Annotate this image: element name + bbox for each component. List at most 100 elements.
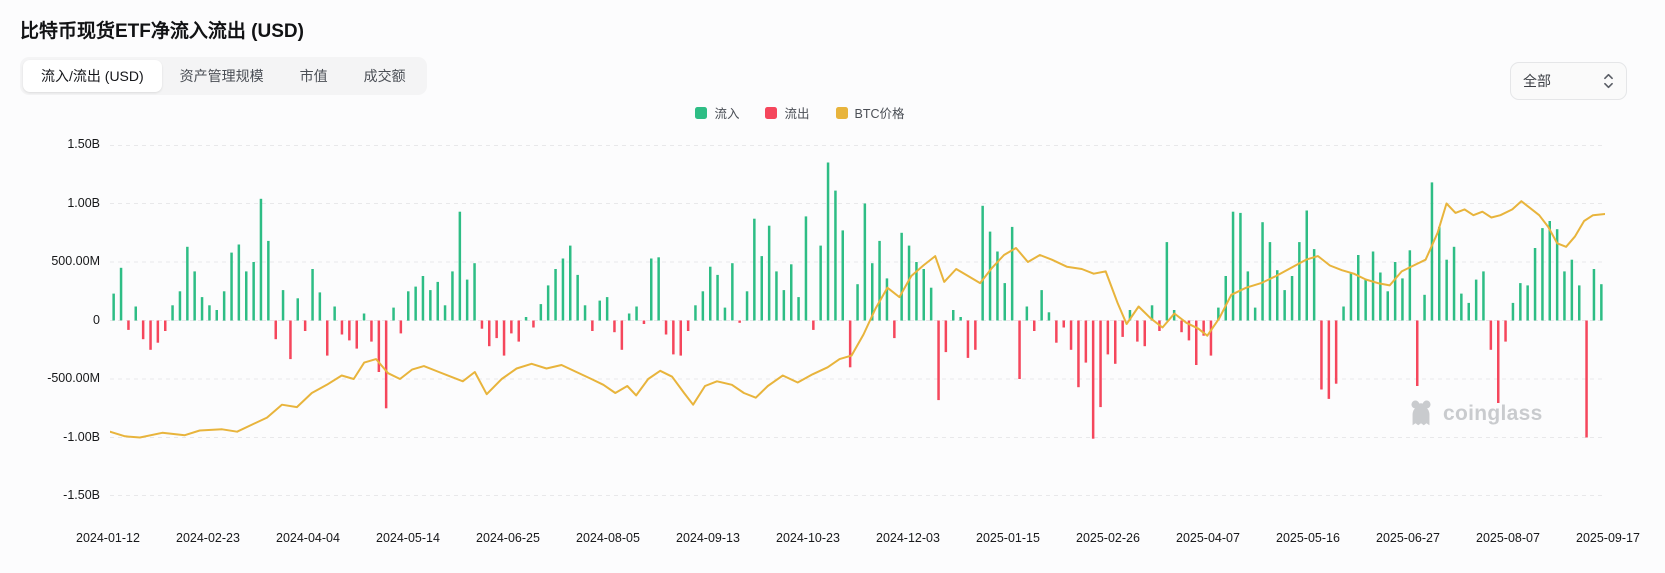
flow-bar[interactable]	[1416, 320, 1419, 387]
flow-bar[interactable]	[591, 320, 594, 332]
flow-bar[interactable]	[952, 310, 955, 321]
flow-bar[interactable]	[1150, 305, 1154, 321]
flow-bar[interactable]	[1121, 320, 1124, 337]
flow-bar[interactable]	[259, 198, 263, 321]
flow-bar[interactable]	[1408, 250, 1412, 321]
flow-bar[interactable]	[1548, 221, 1552, 321]
flow-bar[interactable]	[1511, 302, 1515, 321]
flow-bar[interactable]	[1519, 283, 1522, 321]
flow-bar[interactable]	[1055, 320, 1058, 343]
flow-bar[interactable]	[1423, 294, 1426, 321]
flow-bar[interactable]	[834, 190, 837, 321]
tab-aum[interactable]: 资产管理规模	[162, 60, 282, 92]
flow-bar[interactable]	[988, 231, 992, 321]
flow-bar[interactable]	[127, 320, 130, 330]
flow-bar[interactable]	[1077, 320, 1080, 388]
flow-bar[interactable]	[171, 305, 174, 321]
flow-bar[interactable]	[1010, 226, 1014, 321]
flow-bar[interactable]	[222, 291, 226, 321]
flow-bar[interactable]	[819, 245, 822, 321]
flow-bar[interactable]	[1217, 307, 1220, 321]
flow-bar[interactable]	[119, 267, 123, 321]
flow-bar[interactable]	[1578, 285, 1581, 321]
flow-bar[interactable]	[1143, 320, 1147, 347]
flow-bar[interactable]	[1136, 320, 1139, 342]
flow-bar[interactable]	[1320, 320, 1323, 390]
flow-bar[interactable]	[907, 245, 911, 321]
flow-bar[interactable]	[561, 258, 565, 321]
flow-bar[interactable]	[495, 320, 498, 339]
flow-bar[interactable]	[782, 290, 786, 321]
flow-bar[interactable]	[605, 297, 609, 321]
flow-bar[interactable]	[340, 320, 344, 335]
flow-bar[interactable]	[1438, 226, 1441, 321]
tab-inflow-outflow[interactable]: 流入/流出 (USD)	[23, 60, 162, 92]
flow-bar[interactable]	[620, 320, 624, 350]
flow-bar[interactable]	[1474, 279, 1478, 321]
flow-bar[interactable]	[1003, 283, 1007, 321]
flow-bar[interactable]	[966, 320, 970, 358]
flow-bar[interactable]	[451, 271, 454, 321]
flow-bar[interactable]	[1062, 320, 1066, 328]
flow-bar[interactable]	[186, 246, 189, 321]
flow-bar[interactable]	[723, 307, 727, 321]
flow-bar[interactable]	[686, 320, 690, 332]
flow-bar[interactable]	[1276, 270, 1279, 321]
flow-bar[interactable]	[1283, 290, 1286, 321]
flow-bar[interactable]	[473, 263, 476, 321]
flow-bar[interactable]	[716, 274, 719, 321]
flow-bar[interactable]	[429, 290, 432, 321]
flow-bar[interactable]	[333, 306, 336, 321]
flow-bar[interactable]	[1600, 284, 1603, 321]
flow-bar[interactable]	[1040, 290, 1043, 321]
flow-bar[interactable]	[1570, 259, 1574, 321]
flow-bar[interactable]	[348, 320, 351, 341]
flow-bar[interactable]	[296, 298, 300, 321]
flow-bar[interactable]	[1224, 276, 1228, 321]
flow-bar[interactable]	[627, 313, 631, 321]
flow-bar[interactable]	[134, 306, 138, 321]
flow-bar[interactable]	[436, 281, 440, 321]
flow-bar[interactable]	[1298, 242, 1301, 321]
flow-bar[interactable]	[149, 320, 152, 350]
flow-bar[interactable]	[804, 216, 808, 321]
flow-bar[interactable]	[1393, 262, 1397, 321]
flow-bar[interactable]	[1195, 320, 1198, 366]
legend-item-btc-price[interactable]: BTC价格	[835, 103, 905, 122]
flow-bar[interactable]	[252, 262, 255, 321]
flow-bar[interactable]	[598, 300, 602, 321]
flow-bar[interactable]	[1342, 306, 1345, 321]
flow-bar[interactable]	[826, 162, 830, 321]
flow-bar[interactable]	[480, 320, 484, 329]
flow-bar[interactable]	[1033, 320, 1036, 332]
flow-bar[interactable]	[944, 320, 948, 353]
flow-bar[interactable]	[583, 305, 587, 321]
flow-bar[interactable]	[1025, 306, 1029, 321]
flow-bar[interactable]	[1386, 291, 1390, 321]
flow-bar[interactable]	[370, 320, 373, 342]
flow-bar[interactable]	[775, 271, 778, 321]
flow-bar[interactable]	[635, 306, 638, 321]
flow-bar[interactable]	[1106, 320, 1110, 355]
flow-bar[interactable]	[1585, 320, 1588, 438]
flow-bar[interactable]	[1084, 320, 1088, 363]
flow-bar[interactable]	[569, 245, 572, 321]
flow-bar[interactable]	[841, 230, 845, 321]
flow-bar[interactable]	[1482, 271, 1485, 321]
flow-bar[interactable]	[164, 320, 167, 332]
flow-bar[interactable]	[1401, 278, 1404, 321]
flow-bar[interactable]	[1327, 320, 1331, 399]
flow-bar[interactable]	[281, 290, 285, 321]
flow-bar[interactable]	[517, 320, 521, 342]
flow-bar[interactable]	[539, 304, 543, 321]
flow-bar[interactable]	[362, 313, 366, 321]
flow-bar[interactable]	[981, 205, 984, 321]
flow-bar[interactable]	[1187, 320, 1191, 341]
flow-bar[interactable]	[856, 284, 859, 321]
flow-bar[interactable]	[178, 291, 182, 321]
flow-bar[interactable]	[303, 320, 307, 332]
flow-bar[interactable]	[245, 271, 248, 321]
flow-bar[interactable]	[112, 293, 115, 321]
flow-bar[interactable]	[731, 263, 734, 321]
flow-bar[interactable]	[200, 297, 204, 321]
